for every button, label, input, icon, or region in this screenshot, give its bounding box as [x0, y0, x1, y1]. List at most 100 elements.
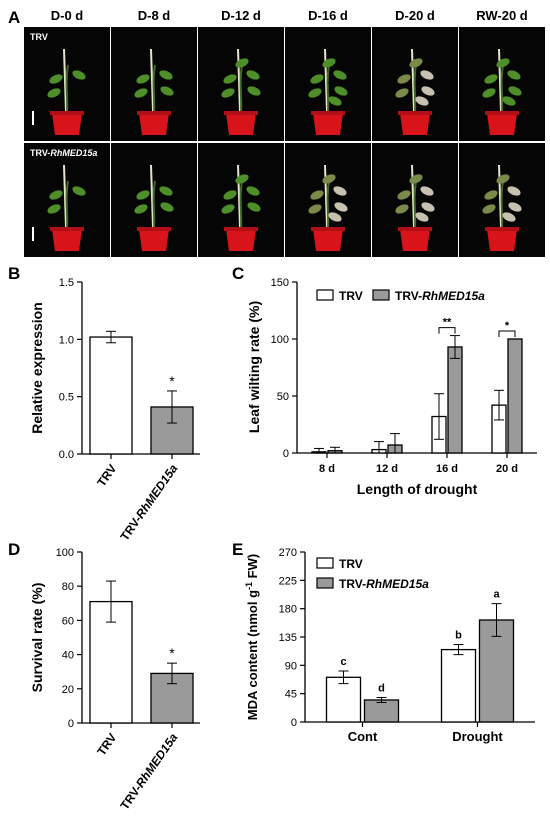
leaf — [221, 204, 235, 214]
leaf — [507, 70, 521, 80]
y-tick-label: 60 — [62, 615, 74, 627]
y-tick-label: 100 — [56, 547, 74, 559]
y-tick-label: 40 — [62, 650, 74, 662]
y-tick-label: 1.0 — [59, 334, 74, 346]
group-letter: d — [378, 682, 385, 694]
stake — [63, 164, 67, 228]
bar — [447, 346, 463, 454]
significance-bracket — [498, 330, 516, 337]
y-tick-label: 1.5 — [59, 277, 74, 289]
leaf — [49, 190, 63, 200]
bar — [478, 619, 515, 723]
pot — [52, 113, 82, 135]
y-axis-title: Relative expression — [29, 302, 45, 434]
photo-column-header: D-12 d — [221, 8, 261, 23]
stem — [239, 180, 243, 230]
legend-label: TRV-RhMED15a — [395, 289, 485, 303]
row-label-gene: RhMED15a — [50, 148, 98, 158]
leaf — [223, 190, 237, 200]
pot — [52, 229, 82, 251]
x-tick-label: TRV — [94, 462, 119, 490]
y-tick-label: 150 — [271, 277, 289, 289]
bar — [507, 338, 523, 454]
photo-column-header: D-8 d — [137, 8, 171, 23]
leaf — [409, 174, 423, 184]
stake — [237, 164, 241, 228]
leaf — [508, 86, 522, 96]
pot-rim — [311, 227, 345, 231]
x-tick-label: 8 d — [319, 463, 335, 475]
leaf — [308, 88, 322, 98]
leaf — [322, 58, 336, 68]
x-tick-label: Drought — [452, 729, 503, 744]
x-tick-label: 16 d — [436, 463, 458, 475]
pot-rim — [485, 111, 519, 115]
y-axis-title: Leaf wilting rate (%) — [246, 301, 262, 433]
stake — [411, 48, 415, 112]
plant-photo — [24, 143, 110, 257]
leaf — [484, 190, 498, 200]
photo-column-header: D-16 d — [308, 8, 348, 23]
significance-marker: ** — [443, 317, 452, 329]
leaf — [72, 70, 86, 80]
y-tick-label: 0.5 — [59, 392, 74, 404]
y-tick-label: 90 — [285, 660, 297, 672]
plant-photo — [111, 27, 197, 141]
x-tick-label: Cont — [348, 729, 378, 744]
stake — [324, 164, 328, 228]
pot-rim — [311, 111, 345, 115]
stake — [63, 48, 67, 112]
label-prefix: TRV- — [395, 289, 422, 303]
chart-leaf-wilting-rate: 0 50 100 150 8 d 12 d ** 16 d * 20 d TRV TRV-RhMED1… — [246, 277, 537, 497]
y-tick-label: 225 — [279, 575, 297, 587]
label-prefix: TRV — [339, 557, 363, 571]
y-tick-label: 20 — [62, 684, 74, 696]
leaf — [235, 58, 249, 68]
x-tick-label: 12 d — [376, 463, 398, 475]
leaf — [72, 186, 86, 196]
significance-marker: * — [169, 645, 175, 661]
leaf — [496, 174, 510, 184]
bar — [440, 648, 477, 723]
leaf — [47, 88, 61, 98]
pot-rim — [224, 111, 258, 115]
y-tick-label: 0 — [291, 717, 297, 729]
leaf — [397, 190, 411, 200]
leaf — [502, 96, 516, 106]
legend-swatch — [316, 577, 334, 589]
leaf — [136, 74, 150, 84]
y-tick-label: 135 — [279, 632, 297, 644]
leaf — [333, 186, 347, 196]
leaf — [246, 70, 260, 80]
chart-relative-expression: 0.0 0.5 1.0 1.5 TRV * TRV-RhMED15a Relative exp… — [29, 277, 200, 540]
leaf — [502, 212, 516, 222]
pot — [226, 229, 256, 251]
plant-photo — [111, 143, 197, 257]
leaf — [420, 70, 434, 80]
leaf — [395, 204, 409, 214]
pot-rim — [398, 111, 432, 115]
leaf — [333, 70, 347, 80]
leaf — [247, 86, 261, 96]
label-prefix: TRV- — [339, 577, 366, 591]
significance-marker: * — [505, 320, 510, 332]
x-tick-label: TRV-RhMED15a — [117, 730, 180, 812]
chart-survival-rate: 0 20 40 60 80 100 TRV * TRV-RhMED15a Survival rat… — [29, 547, 200, 812]
y-tick-label: 80 — [62, 581, 74, 593]
leaf — [160, 86, 174, 96]
y-tick-label: 0.0 — [59, 449, 74, 461]
leaf — [484, 74, 498, 84]
legend-swatch — [372, 289, 390, 301]
label-gene: RhMED15a — [133, 461, 181, 521]
pot — [313, 229, 343, 251]
leaf — [415, 212, 429, 222]
y-tick-label: 0 — [68, 718, 74, 730]
photo-column-header: RW-20 d — [476, 8, 528, 23]
row-label-text: TRV — [30, 32, 48, 42]
plant-photo — [372, 143, 458, 257]
leaf — [328, 96, 342, 106]
panel-letter-e: E — [232, 540, 244, 559]
plant-photo — [372, 27, 458, 141]
y-axis-title: Survival rate (%) — [29, 583, 45, 693]
scale-bar — [32, 227, 34, 241]
